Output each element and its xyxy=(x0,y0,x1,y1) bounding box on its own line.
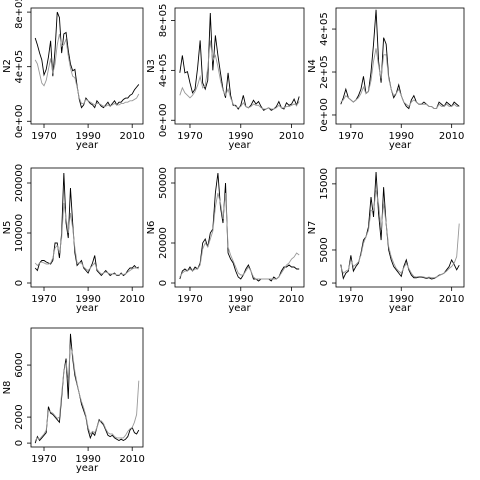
panel: 1970 1990 2010 0e+00 4e+05 8e+05 year N3 xyxy=(146,4,305,151)
x-axis-label: year xyxy=(389,140,412,151)
y-tick-label: 8e+05 xyxy=(158,4,169,38)
plot-frame xyxy=(174,167,305,288)
y-tick-label: 50000 xyxy=(158,167,169,199)
x-tick-label: 1990 xyxy=(75,131,100,142)
panel: 1970 1990 2010 0 5000 15000 year N7 xyxy=(307,167,465,314)
x-tick-label: 2010 xyxy=(439,294,464,305)
y-tick-label: 2000 xyxy=(14,404,25,429)
x-tick-label: 2010 xyxy=(279,131,304,142)
y-axis-label: N4 xyxy=(307,59,318,73)
plot-frame xyxy=(335,167,465,288)
x-tick-label: 1970 xyxy=(31,294,56,305)
y-axis-label: N8 xyxy=(2,381,13,395)
x-axis-label: year xyxy=(76,303,99,314)
data-line xyxy=(340,171,460,280)
y-tick-label: 6000 xyxy=(14,352,25,377)
x-tick-label: 2010 xyxy=(279,294,304,305)
plot-frame xyxy=(174,7,305,125)
panel: 1970 1990 2010 0 20000 50000 year N6 xyxy=(146,167,305,314)
data-line xyxy=(179,172,300,282)
data-line xyxy=(179,192,300,280)
x-tick-label: 2010 xyxy=(119,294,144,305)
y-tick-label: 0 xyxy=(14,440,25,446)
plot-frame xyxy=(30,167,144,288)
y-tick-label: 4e+05 xyxy=(158,54,169,88)
x-axis-label: year xyxy=(76,140,99,151)
y-tick-label: 0 xyxy=(14,280,25,286)
data-line xyxy=(34,202,139,276)
y-tick-label: 8e+05 xyxy=(14,0,25,29)
panel: 1970 1990 2010 0 100000 200000 year N5 xyxy=(2,164,145,314)
plot-frame xyxy=(335,7,465,125)
x-tick-label: 1990 xyxy=(389,294,414,305)
x-tick-label: 1990 xyxy=(228,131,253,142)
y-tick-label: 200000 xyxy=(14,164,25,202)
y-tick-label: 20000 xyxy=(158,227,169,259)
data-line xyxy=(34,172,139,277)
y-axis-label: N5 xyxy=(2,221,13,235)
panel: 1970 1990 2010 0e+00 4e+05 8e+05 year N2 xyxy=(2,0,145,151)
y-axis-label: N3 xyxy=(146,59,157,73)
x-tick-label: 2010 xyxy=(119,131,144,142)
x-tick-label: 1970 xyxy=(338,131,363,142)
x-tick-label: 1970 xyxy=(31,454,56,465)
x-tick-label: 1970 xyxy=(31,131,56,142)
y-tick-label: 15000 xyxy=(319,168,330,200)
x-tick-label: 1970 xyxy=(338,294,363,305)
x-tick-label: 1990 xyxy=(75,454,100,465)
y-tick-label: 0e+00 xyxy=(14,104,25,138)
data-line xyxy=(34,345,140,441)
data-line xyxy=(340,9,460,110)
y-axis-label: N6 xyxy=(146,221,157,235)
x-tick-label: 2010 xyxy=(439,131,464,142)
data-line xyxy=(340,48,460,109)
y-tick-label: 0e+00 xyxy=(158,103,169,137)
data-line xyxy=(34,333,140,444)
data-line xyxy=(34,33,140,107)
x-axis-label: year xyxy=(76,463,99,474)
y-tick-label: 0 xyxy=(319,280,330,286)
y-tick-label: 5000 xyxy=(319,237,330,262)
y-axis-label: N2 xyxy=(2,59,13,73)
x-tick-label: 1990 xyxy=(75,294,100,305)
y-tick-label: 4e+05 xyxy=(319,12,330,46)
panel: 1970 1990 2010 0e+00 2e+05 4e+05 year N4 xyxy=(307,7,465,151)
y-tick-label: 2e+05 xyxy=(319,55,330,89)
y-axis-label: N7 xyxy=(307,221,318,235)
plot-frame xyxy=(30,327,144,448)
x-tick-label: 1970 xyxy=(177,294,202,305)
x-axis-label: year xyxy=(389,303,412,314)
x-tick-label: 1990 xyxy=(228,294,253,305)
x-tick-label: 2010 xyxy=(119,454,144,465)
x-tick-label: 1990 xyxy=(389,131,414,142)
x-tick-label: 1970 xyxy=(177,131,202,142)
data-line xyxy=(179,12,300,111)
data-line xyxy=(179,40,300,110)
y-tick-label: 100000 xyxy=(14,214,25,252)
x-axis-label: year xyxy=(228,140,251,151)
y-tick-label: 0 xyxy=(158,280,169,286)
plot-frame xyxy=(30,7,144,125)
y-tick-label: 0e+00 xyxy=(319,98,330,132)
y-tick-label: 4e+05 xyxy=(14,50,25,84)
x-axis-label: year xyxy=(228,303,251,314)
data-line xyxy=(340,190,460,279)
panel: 1970 1990 2010 0 2000 6000 year N8 xyxy=(2,327,145,474)
